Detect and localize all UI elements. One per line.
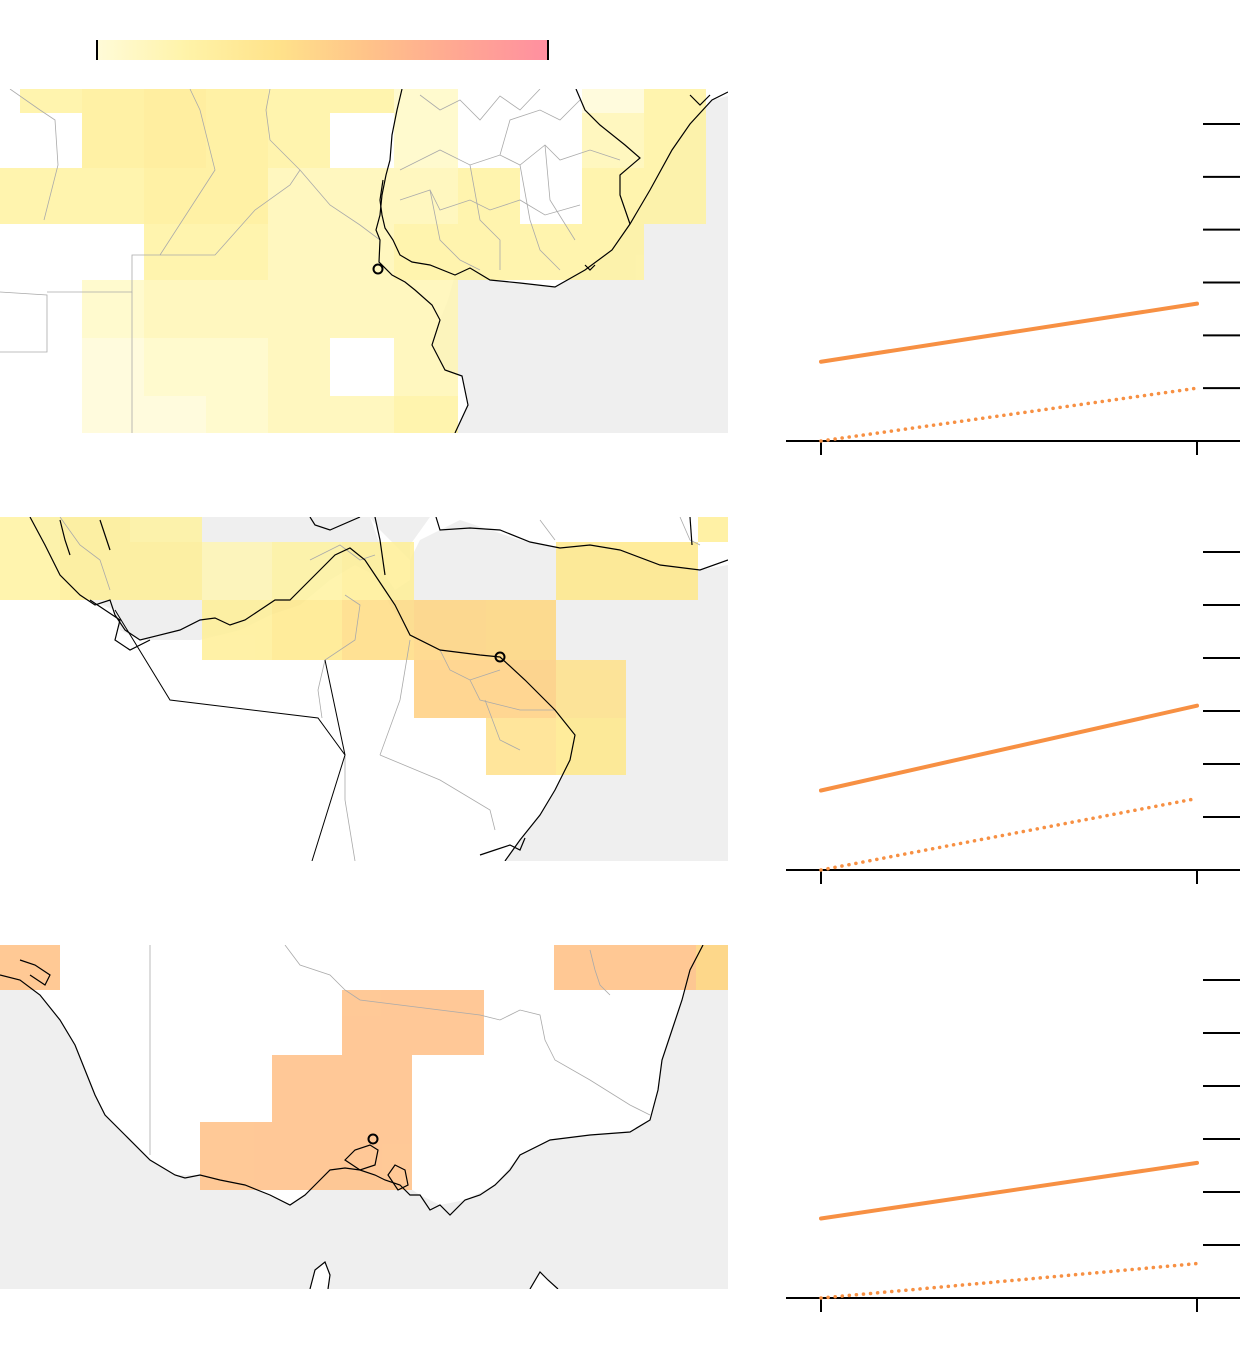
series-line-dotted	[819, 796, 1199, 872]
map-3-cells	[0, 945, 728, 1190]
map-2-borders	[59, 517, 701, 861]
map-2-location-marker	[494, 651, 506, 663]
map-panel-1	[0, 89, 728, 433]
map-3-borders	[149, 945, 651, 1155]
series-line-solid	[819, 301, 1199, 364]
colorbar-gradient	[97, 40, 548, 60]
map-1-coastline	[375, 89, 728, 433]
map-panel-2	[0, 517, 728, 861]
map-panel-3	[0, 945, 728, 1289]
series-line-dotted	[819, 1261, 1199, 1300]
map-3-tasmania	[310, 1262, 330, 1289]
map-1-borders	[0, 89, 621, 433]
map-3-island-east	[530, 1272, 558, 1289]
line-chart-2	[786, 551, 1240, 884]
map-2-land-north	[310, 517, 728, 590]
map-1-cells	[0, 89, 706, 433]
series-line-solid	[819, 1160, 1199, 1221]
series-line-solid	[819, 703, 1199, 793]
map-2-political-lines	[114, 609, 346, 861]
map-1-location-marker	[372, 263, 384, 275]
line-chart-3	[786, 979, 1240, 1312]
series-line-dotted	[819, 386, 1199, 443]
colorbar	[96, 40, 549, 60]
map-3-coastline	[0, 945, 704, 1289]
map-3-location-marker	[367, 1133, 379, 1145]
line-chart-1	[786, 123, 1240, 455]
map-2-coastline	[29, 517, 728, 861]
map-2-land	[0, 517, 575, 861]
